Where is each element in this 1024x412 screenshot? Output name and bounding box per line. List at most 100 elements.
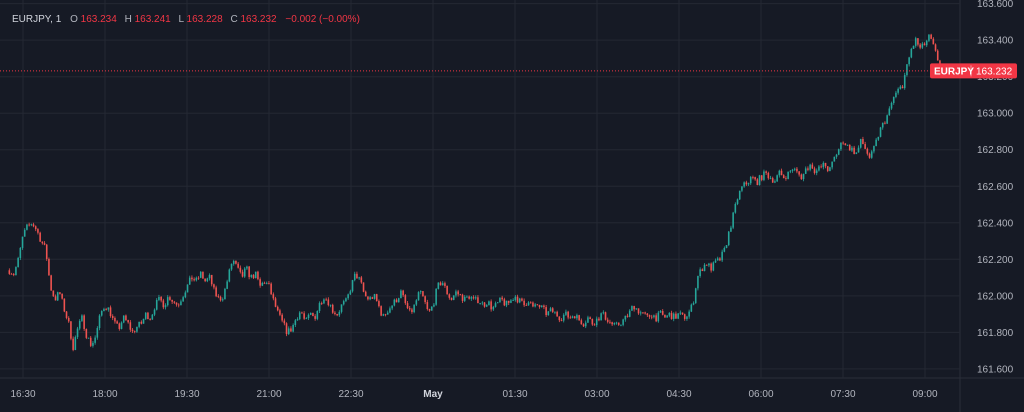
candle-body	[391, 305, 393, 309]
candle-body	[419, 291, 422, 293]
candle-body	[334, 312, 336, 314]
candle-body	[567, 311, 569, 318]
candle-body	[743, 182, 745, 187]
candle-body	[400, 290, 402, 299]
candle-body	[188, 277, 191, 285]
candle-body	[494, 303, 497, 307]
candle-body	[928, 34, 930, 41]
candle-body	[224, 288, 226, 300]
candle-body	[303, 313, 305, 319]
candle-body	[683, 314, 686, 319]
candle-body	[199, 271, 202, 278]
candle-body	[228, 269, 231, 282]
candle-body	[892, 96, 895, 103]
candle-body	[686, 316, 688, 319]
candle-body	[41, 241, 44, 244]
candle-body	[518, 298, 521, 303]
candle-body	[580, 320, 583, 325]
candle-body	[514, 296, 517, 301]
candle-body	[340, 304, 343, 312]
candle-body	[503, 299, 506, 306]
candle-body	[800, 174, 803, 180]
candle-body	[433, 304, 435, 307]
candle-body	[441, 283, 444, 286]
candle-body	[679, 312, 682, 314]
candle-body	[639, 312, 642, 314]
candle-body	[122, 315, 125, 323]
candle-body	[730, 227, 732, 232]
candle-body	[114, 317, 116, 322]
candle-body	[61, 293, 63, 299]
candle-body	[294, 320, 297, 326]
price-tag-symbol: EURJPY	[934, 66, 974, 77]
candle-body	[633, 306, 635, 310]
candle-body	[184, 292, 187, 298]
candle-body	[653, 315, 655, 318]
x-tick-label: 19:30	[174, 389, 199, 400]
candle-body	[901, 86, 904, 89]
candle-body	[336, 313, 338, 316]
candle-body	[481, 302, 484, 304]
y-tick-label: 162.400	[977, 218, 1014, 229]
y-tick-label: 162.800	[977, 145, 1014, 156]
candle-body	[712, 262, 715, 271]
candle-body	[19, 247, 22, 258]
x-tick-label: 16:30	[10, 389, 35, 400]
candle-body	[111, 316, 114, 318]
candle-body	[703, 264, 706, 272]
candle-body	[364, 291, 367, 297]
candle-body	[587, 317, 589, 323]
candle-body	[182, 297, 184, 302]
candle-body	[668, 312, 671, 316]
candle-body	[710, 263, 712, 271]
candle-body	[813, 168, 816, 174]
candle-body	[917, 38, 919, 45]
candle-body	[12, 274, 15, 276]
candle-body	[789, 170, 792, 172]
candle-body	[215, 287, 217, 297]
legend-symbol[interactable]: EURJPY, 1	[12, 14, 62, 25]
candle-body	[505, 300, 508, 306]
candle-body	[523, 300, 525, 306]
candle-body	[281, 314, 283, 321]
candle-body	[70, 321, 72, 339]
candle-body	[138, 321, 140, 327]
candle-body	[78, 320, 81, 329]
candle-body	[617, 322, 620, 325]
candle-body	[778, 170, 781, 176]
candle-body	[285, 323, 288, 335]
candle-body	[164, 305, 167, 308]
time-axis[interactable]: 16:30 18:00 19:30 21:00 22:30 May 01:30 03:00 04…	[10, 389, 937, 400]
y-tick-label: 163.600	[977, 0, 1014, 10]
candle-body	[655, 315, 657, 322]
candle-body	[615, 322, 618, 324]
candle-body	[455, 291, 457, 296]
legend[interactable]: EURJPY, 1 O 163.234 H 163.241 L 163.228 …	[12, 14, 360, 25]
candle-body	[796, 168, 798, 172]
candle-body	[791, 169, 794, 171]
candle-body	[549, 308, 552, 312]
candle-body	[804, 168, 807, 174]
candle-body	[246, 266, 248, 269]
candle-body	[631, 306, 633, 311]
x-tick-label: 09:00	[912, 389, 937, 400]
candle-body	[426, 302, 429, 310]
candle-body	[358, 277, 360, 279]
candle-body	[661, 311, 664, 315]
candle-body	[708, 263, 710, 266]
candle-body	[142, 318, 145, 324]
legend-close-value: 163.232	[240, 14, 277, 25]
candle-body	[468, 296, 470, 299]
candle-body	[624, 315, 627, 320]
candle-body	[934, 44, 937, 51]
candle-body	[177, 304, 180, 306]
candle-body	[109, 307, 112, 317]
candle-body	[556, 311, 558, 317]
candle-body	[912, 45, 915, 49]
candle-body	[721, 251, 723, 261]
candle-body	[488, 301, 490, 306]
candle-body	[529, 302, 532, 304]
